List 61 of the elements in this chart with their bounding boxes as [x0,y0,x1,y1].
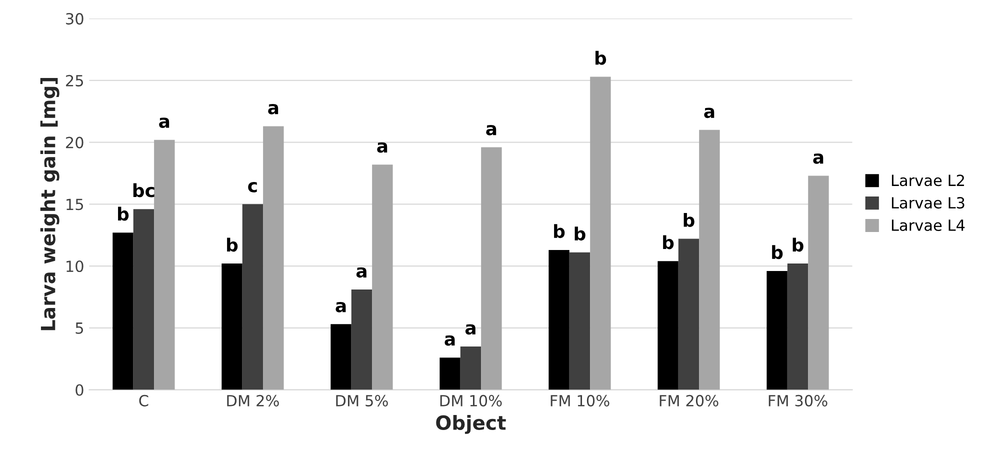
legend-label: Larvae L2 [892,174,964,186]
bar [766,270,788,390]
bar [481,147,502,390]
annotation: b [554,224,565,238]
x-tick-label: FM 10% [550,394,610,406]
bar [372,164,393,390]
annotation: a [465,324,476,335]
bar [263,126,284,390]
annotation: b [596,50,606,65]
annotation: a [159,118,170,128]
annotation: b [684,213,694,227]
x-tick-label: C [139,394,148,406]
annotation: b [227,238,238,252]
x-tick-label: FM 30% [768,394,828,406]
annotation: c [248,182,257,192]
bar [133,209,154,390]
y-tick-label: 10 [66,260,84,272]
bar [154,140,175,390]
bar [658,261,678,390]
y-tick-label: 0 [76,384,84,396]
bar [569,252,590,390]
annotation: b [772,245,783,260]
annotation: b [118,206,129,221]
bar [548,250,570,390]
y-tick-label: 20 [66,136,84,148]
y-tick-label: 30 [66,13,84,25]
bar [808,176,829,390]
bar [460,346,482,390]
annotation: a [377,142,388,153]
annotation: bc [133,183,154,198]
legend-label: Larvae L4 [892,220,965,232]
bar [330,324,352,390]
x-tick-label: DM 5% [336,394,388,406]
y-tick-label: 15 [66,198,83,210]
y-axis-title: Larva weight gain [mg] [40,78,60,330]
annotation: a [336,302,346,312]
x-tick-label: FM 20% [660,394,718,406]
bar [242,204,264,390]
bar [678,238,700,390]
y-tick-label: 5 [76,322,83,334]
annotation: b [574,226,586,241]
annotation: a [356,267,366,278]
annotation: a [486,125,496,136]
annotation: a [268,104,278,114]
annotation: a [444,335,455,346]
annotation: a [704,108,714,118]
annotation: a [813,154,824,164]
bar [699,130,720,390]
annotation: b [663,235,674,250]
x-axis-title: Object [436,414,506,434]
annotation: b [792,238,804,252]
x-tick-label: DM 10% [440,394,502,406]
y-tick-label: 25 [66,74,83,86]
bar [787,264,808,390]
bar [351,290,372,390]
bar [222,264,242,390]
x-tick-label: DM 2% [227,394,279,406]
bar [112,232,134,390]
bar [440,358,460,390]
bar [590,76,611,390]
legend-label: Larvae L3 [892,197,964,209]
